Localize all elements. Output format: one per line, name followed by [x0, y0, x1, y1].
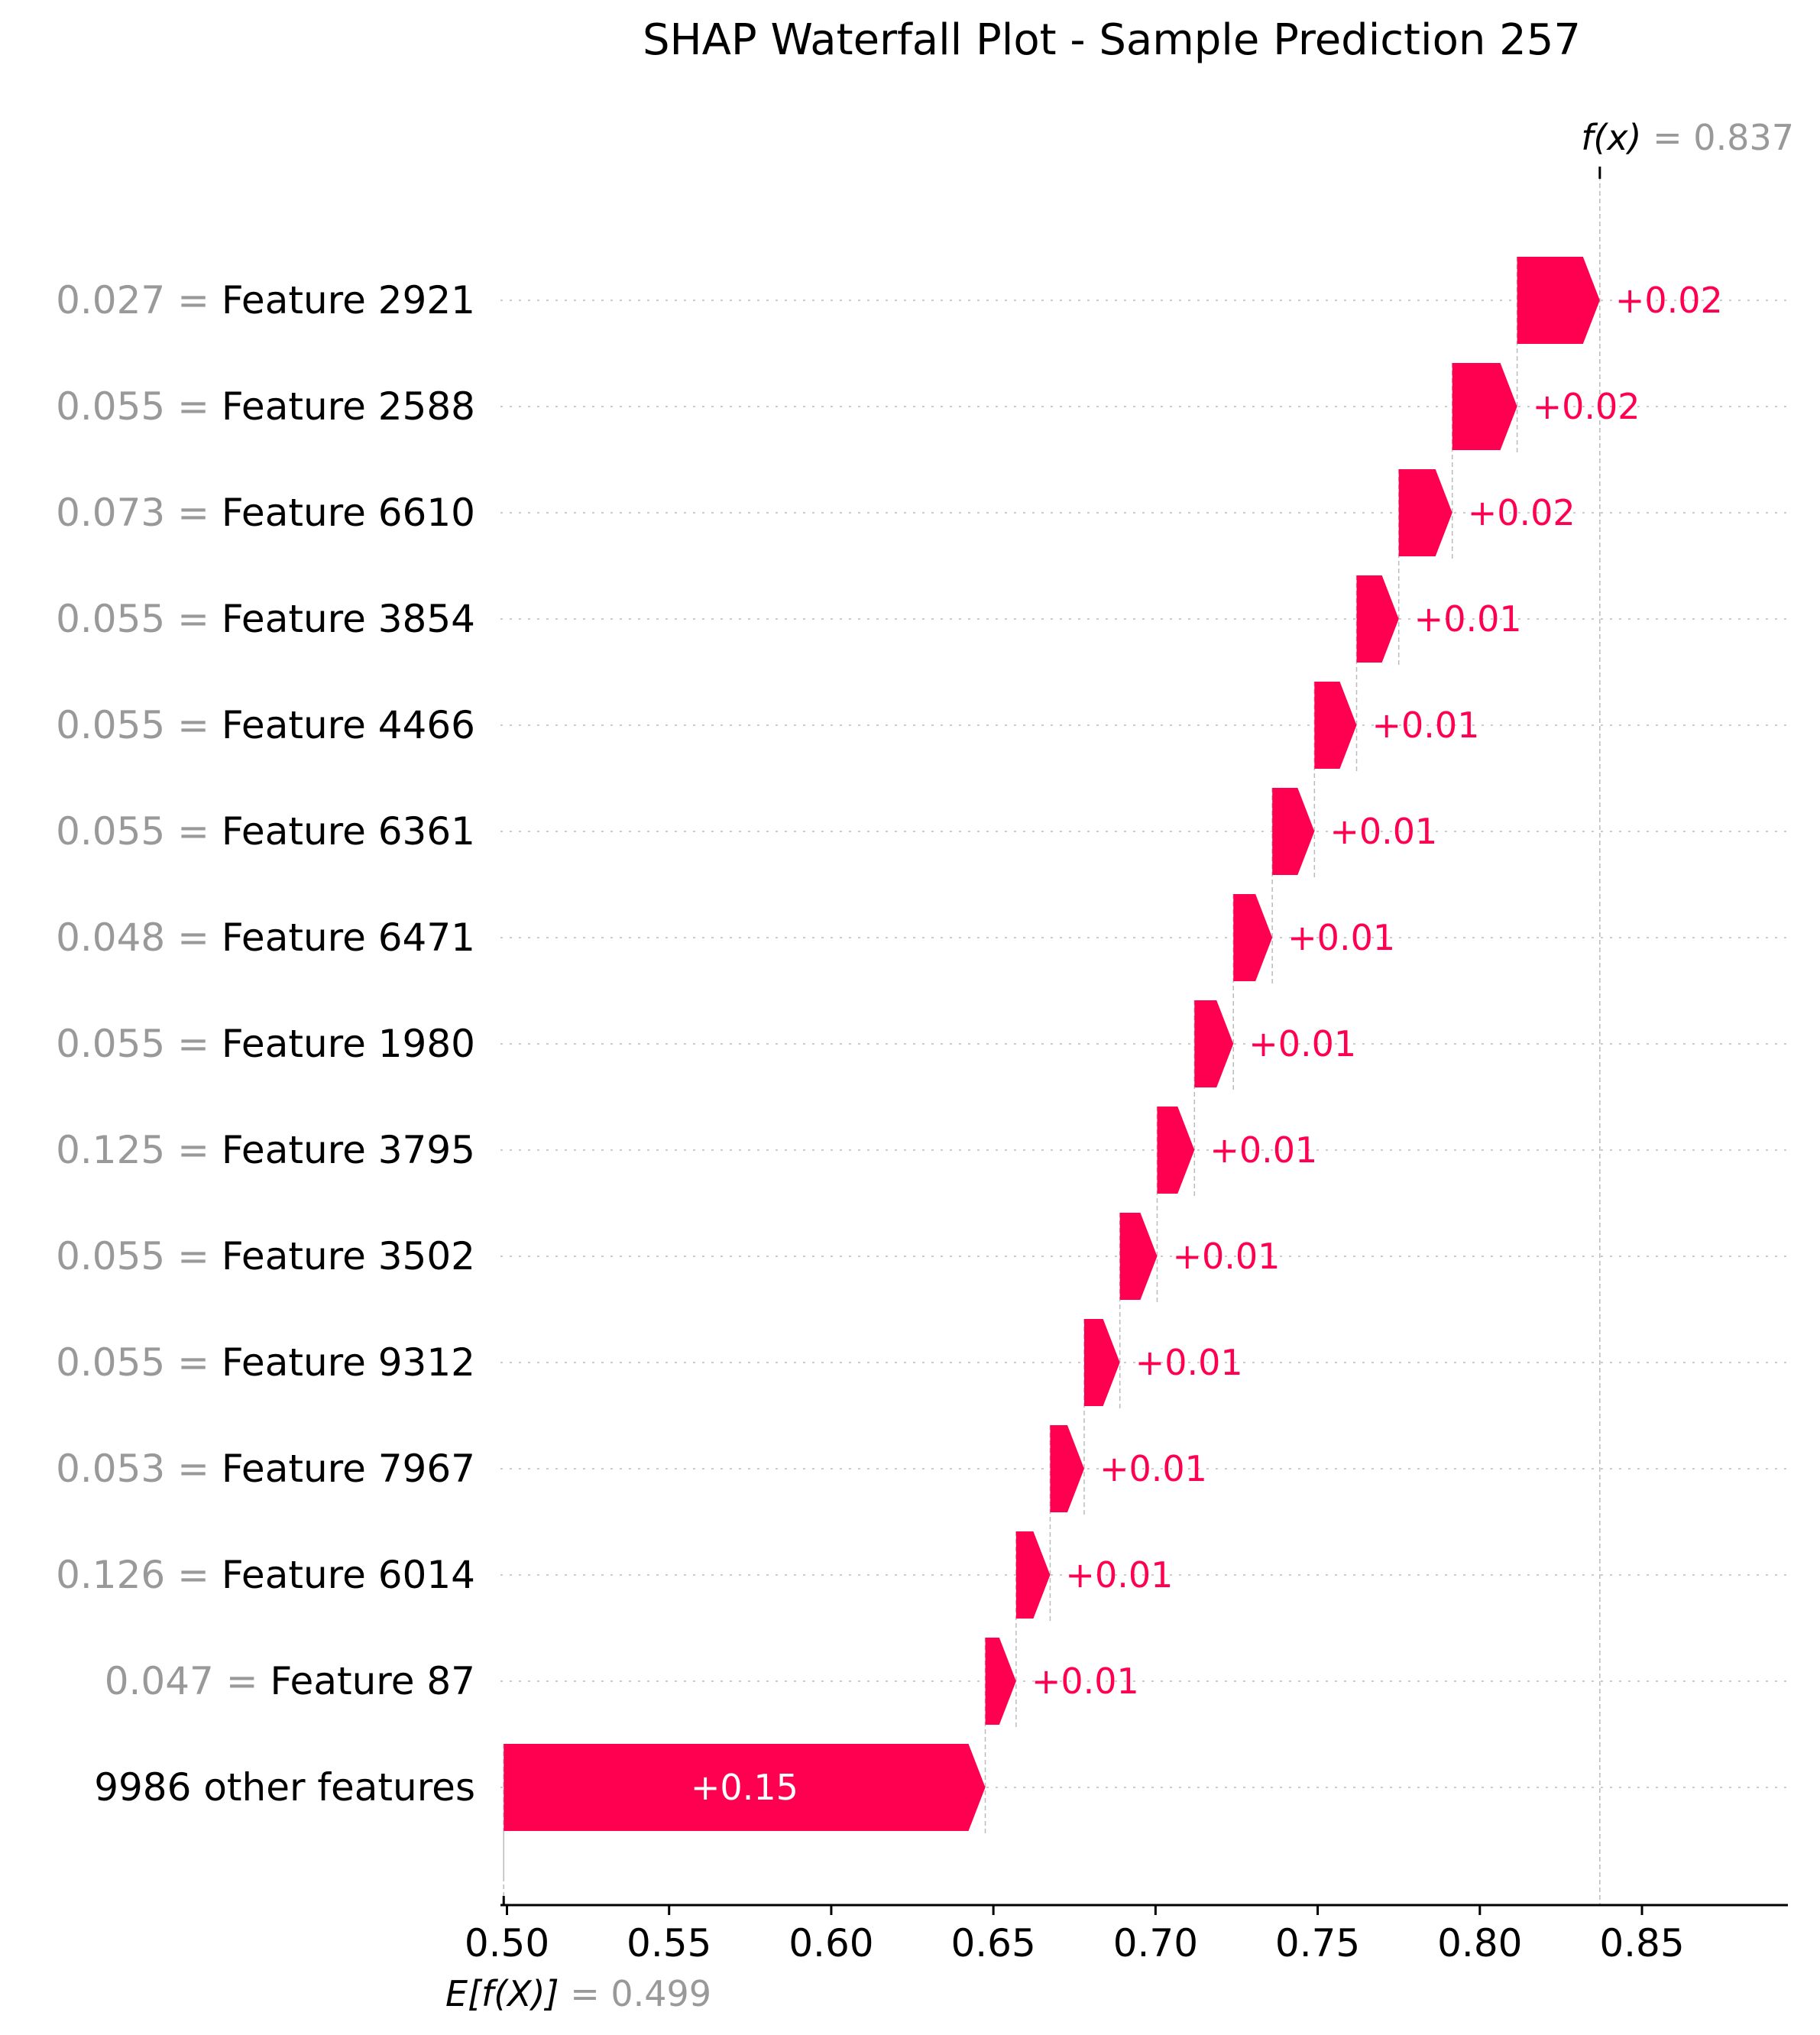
shap-bar: [1272, 788, 1315, 875]
feature-value: 0.125 =: [56, 1128, 222, 1172]
shap-value-label: +0.01: [1372, 705, 1480, 746]
feature-value: 0.055 =: [56, 703, 222, 747]
x-tick-label: 0.60: [789, 1921, 873, 1965]
feature-labels: +0.02 0.027 = Feature 2921 +0.02 0.055 = Fe…: [56, 278, 1723, 1810]
ex-value: 0.499: [610, 1973, 711, 2014]
shap-value-label: +0.01: [1329, 811, 1437, 852]
connector-lines: [503, 176, 1601, 1905]
feature-label: 9986 other features: [94, 1765, 475, 1810]
x-tick-label: 0.50: [465, 1921, 549, 1965]
feature-name: Feature 3795: [222, 1128, 475, 1172]
shap-bar: [1015, 1531, 1051, 1619]
feature-label: 0.047 = Feature 87: [105, 1659, 475, 1703]
shap-bar: [1194, 1000, 1234, 1087]
shap-value-label: +0.02: [1468, 492, 1575, 533]
feature-name: Feature 6014: [222, 1553, 475, 1597]
shap-bar: [1398, 469, 1452, 556]
shap-value-label: +0.01: [1210, 1129, 1317, 1171]
feature-name: Feature 6610: [222, 491, 475, 535]
feature-name: Feature 3854: [222, 597, 475, 641]
ex-equals: =: [570, 1973, 610, 2014]
shap-value-label: +0.01: [1287, 917, 1395, 958]
feature-value: 0.055 =: [56, 1340, 222, 1385]
feature-name: Feature 4466: [222, 703, 475, 747]
x-tick-label: 0.85: [1599, 1921, 1684, 1965]
shap-bar: [985, 1638, 1016, 1725]
fx-equals: =: [1653, 117, 1693, 158]
feature-name: Feature 6361: [222, 809, 475, 854]
feature-name: Feature 2588: [222, 384, 475, 429]
feature-label: 0.126 = Feature 6014: [56, 1553, 475, 1597]
feature-name: Feature 87: [270, 1659, 475, 1703]
feature-label: 0.055 = Feature 3502: [56, 1234, 475, 1278]
feature-label: 0.055 = Feature 2588: [56, 384, 475, 429]
shap-value-label: +0.01: [1135, 1342, 1243, 1383]
fx-value: 0.837: [1693, 117, 1794, 158]
shap-bar: [1050, 1425, 1084, 1512]
feature-label: 0.055 = Feature 6361: [56, 809, 475, 854]
shap-bar: [1314, 682, 1357, 769]
feature-name: Feature 7967: [222, 1447, 475, 1491]
feature-label: 0.055 = Feature 9312: [56, 1340, 475, 1385]
ex-annotation: E[f(X)] = 0.499: [445, 1973, 711, 2014]
feature-label: 0.055 = Feature 3854: [56, 597, 475, 641]
x-tick-label: 0.55: [627, 1921, 711, 1965]
shap-bar: [504, 1744, 986, 1831]
feature-name: Feature 6471: [222, 915, 475, 960]
feature-label: 0.053 = Feature 7967: [56, 1447, 475, 1491]
shap-value-label: +0.02: [1615, 280, 1723, 321]
feature-label: 0.073 = Feature 6610: [56, 491, 475, 535]
shap-bar: [1157, 1107, 1195, 1194]
feature-name: 9986 other features: [94, 1765, 475, 1810]
feature-name: Feature 1980: [222, 1022, 475, 1066]
feature-value: 0.027 =: [56, 278, 222, 322]
shap-value-label: +0.01: [1065, 1554, 1173, 1596]
shap-value-label: +0.15: [691, 1767, 798, 1808]
feature-name: Feature 3502: [222, 1234, 475, 1278]
shap-bar: [1452, 363, 1517, 450]
shap-bar: [1233, 894, 1273, 981]
shap-value-label: +0.01: [1099, 1448, 1207, 1489]
chart-title: SHAP Waterfall Plot - Sample Prediction …: [643, 15, 1581, 65]
x-tick-label: 0.75: [1275, 1921, 1360, 1965]
feature-label: 0.125 = Feature 3795: [56, 1128, 475, 1172]
shap-bar: [1083, 1319, 1120, 1406]
shap-bar: [1356, 575, 1399, 663]
x-tick-label: 0.80: [1437, 1921, 1522, 1965]
feature-value: 0.055 =: [56, 597, 222, 641]
fx-label: f(x): [1581, 117, 1641, 158]
x-tick-label: 0.70: [1113, 1921, 1198, 1965]
feature-label: 0.055 = Feature 1980: [56, 1022, 475, 1066]
feature-value: 0.073 =: [56, 491, 222, 535]
shap-bar: [1119, 1213, 1158, 1300]
shap-value-label: +0.01: [1031, 1661, 1139, 1702]
feature-value: 0.055 =: [56, 384, 222, 429]
bars: [504, 257, 1600, 1831]
shap-value-label: +0.01: [1172, 1236, 1280, 1277]
x-ticks: 0.50 0.55 0.60 0.65 0.70 0.75 0.80 0.85: [465, 1896, 1685, 1965]
feature-value: 0.053 =: [56, 1447, 222, 1491]
shap-value-label: +0.01: [1248, 1023, 1356, 1064]
feature-label: 0.055 = Feature 4466: [56, 703, 475, 747]
feature-value: 0.055 =: [56, 809, 222, 854]
ex-label: E[f(X)]: [445, 1973, 559, 2014]
feature-value: 0.055 =: [56, 1022, 222, 1066]
feature-value: 0.048 =: [56, 915, 222, 960]
feature-value: 0.055 =: [56, 1234, 222, 1278]
shap-value-label: +0.02: [1533, 386, 1640, 427]
feature-name: Feature 9312: [222, 1340, 475, 1385]
feature-label: 0.048 = Feature 6471: [56, 915, 475, 960]
feature-name: Feature 2921: [222, 278, 475, 322]
shap-value-label: +0.01: [1414, 598, 1522, 640]
fx-annotation: f(x) = 0.837: [1581, 117, 1794, 158]
feature-label: 0.027 = Feature 2921: [56, 278, 475, 322]
x-tick-label: 0.65: [950, 1921, 1035, 1965]
feature-value: 0.047 =: [105, 1659, 270, 1703]
shap-bar: [1517, 257, 1600, 344]
feature-value: 0.126 =: [56, 1553, 222, 1597]
